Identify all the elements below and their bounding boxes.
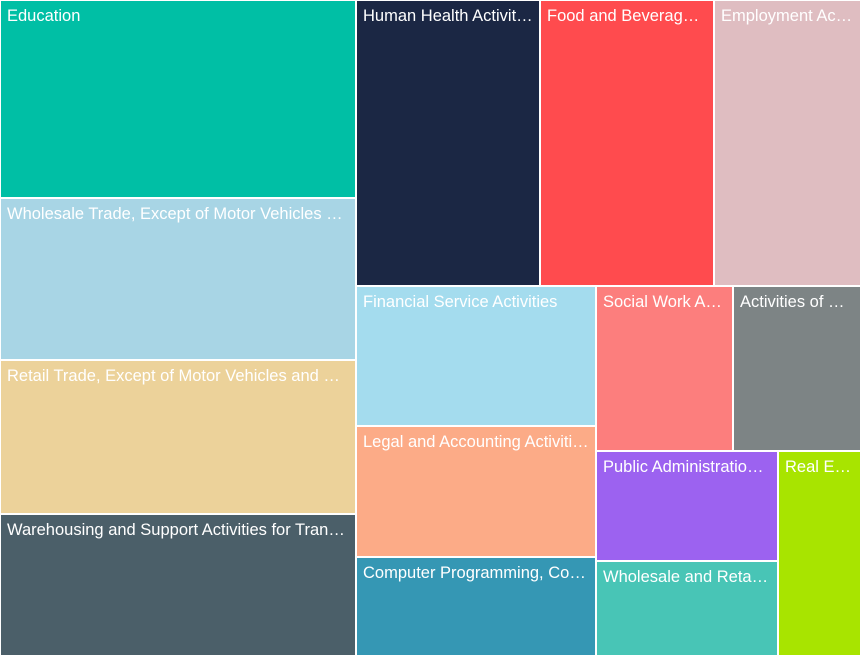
treemap-tile-computer-programming-consultancy-and-related-activities[interactable]: Computer Programming, Consultancy and Re… — [356, 557, 596, 656]
treemap-tile-label: Legal and Accounting Activities — [363, 433, 589, 451]
treemap-tile-public-administration-and-defence[interactable]: Public Administration and Defence — [596, 451, 778, 561]
treemap-tile-label: Warehousing and Support Activities for T… — [7, 521, 349, 539]
treemap-tile-wholesale-and-retail-trade-and-repair-of-motor-vehicles[interactable]: Wholesale and Retail Trade and Repair of… — [596, 561, 778, 656]
treemap-tile-label: Retail Trade, Except of Motor Vehicles a… — [7, 367, 349, 385]
treemap-tile-label: Social Work Activities — [603, 293, 726, 311]
treemap-tile-label: Human Health Activities — [363, 7, 533, 25]
treemap-tile-label: Computer Programming, Consultancy and Re… — [363, 564, 589, 582]
treemap-tile-label: Wholesale and Retail Trade and Repair of… — [603, 568, 771, 586]
treemap-tile-label: Public Administration and Defence — [603, 458, 771, 476]
treemap-tile-retail-trade-except-of-motor-vehicles-and-motorcycles[interactable]: Retail Trade, Except of Motor Vehicles a… — [0, 360, 356, 514]
treemap-tile-label: Education — [7, 7, 81, 25]
treemap-tile-activities-of-head-offices[interactable]: Activities of Head Offices — [733, 286, 861, 451]
treemap-tile-real-estate-activities[interactable]: Real Estate Activities — [778, 451, 861, 656]
treemap-tile-social-work-activities[interactable]: Social Work Activities — [596, 286, 733, 451]
treemap-tile-human-health-activities[interactable]: Human Health Activities — [356, 0, 540, 286]
treemap-tile-food-and-beverage-service-activities[interactable]: Food and Beverage Service Activities — [540, 0, 714, 286]
treemap-tile-label: Activities of Head Offices — [740, 293, 854, 311]
treemap-tile-legal-and-accounting-activities[interactable]: Legal and Accounting Activities — [356, 426, 596, 557]
treemap-tile-label: Wholesale Trade, Except of Motor Vehicle… — [7, 205, 349, 223]
treemap-tile-label: Real Estate Activities — [785, 458, 854, 476]
treemap-tile-education[interactable]: Education — [0, 0, 356, 198]
treemap-tile-wholesale-trade-except-of-motor-vehicles-and-motorcycles[interactable]: Wholesale Trade, Except of Motor Vehicle… — [0, 198, 356, 360]
treemap-tile-label: Food and Beverage Service Activities — [547, 7, 707, 25]
treemap-tile-employment-activities[interactable]: Employment Activities — [714, 0, 861, 286]
treemap-tile-label: Financial Service Activities — [363, 293, 558, 311]
treemap-tile-financial-service-activities[interactable]: Financial Service Activities — [356, 286, 596, 426]
treemap-tile-warehousing-and-support-activities-for-transportation[interactable]: Warehousing and Support Activities for T… — [0, 514, 356, 656]
treemap-tile-label: Employment Activities — [721, 7, 854, 25]
